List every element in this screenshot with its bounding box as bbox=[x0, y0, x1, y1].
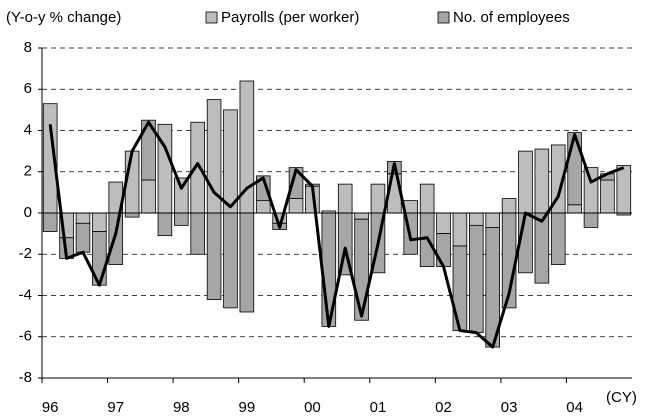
x-tick-label: 98 bbox=[173, 399, 190, 416]
legend-swatch bbox=[205, 11, 218, 24]
bar-segment bbox=[419, 183, 435, 214]
legend-label: Payrolls (per worker) bbox=[221, 9, 359, 26]
y-tick-label: 2 bbox=[24, 163, 32, 180]
bar-segment bbox=[550, 212, 566, 265]
bar-segment bbox=[436, 212, 451, 235]
x-tick-label: 97 bbox=[107, 399, 124, 416]
x-tick-label: 96 bbox=[42, 399, 59, 416]
total-line bbox=[48, 120, 625, 349]
bar-segment bbox=[354, 218, 369, 321]
bar-segment bbox=[469, 212, 484, 226]
bar-segment bbox=[436, 233, 451, 268]
bar-segment bbox=[583, 212, 599, 228]
x-tick-label: 99 bbox=[239, 399, 256, 416]
bar-segment bbox=[288, 198, 304, 214]
bar-segment bbox=[337, 183, 353, 214]
x-tick-label: 04 bbox=[566, 399, 583, 416]
bar-segment bbox=[223, 109, 238, 214]
bar-segment bbox=[452, 245, 468, 331]
bar-segment bbox=[567, 132, 582, 206]
bar-segment bbox=[370, 183, 386, 214]
bar-segment bbox=[583, 167, 599, 214]
bar-segment bbox=[255, 200, 271, 214]
bar-segment bbox=[616, 165, 632, 214]
bar-segment bbox=[255, 175, 271, 202]
bar-segment bbox=[501, 198, 517, 214]
x-tick-label: 03 bbox=[501, 399, 518, 416]
bar-segment bbox=[206, 212, 222, 301]
legend-label: No. of employees bbox=[453, 9, 570, 26]
bar-segment bbox=[288, 167, 304, 199]
bar-segment bbox=[141, 179, 156, 214]
y-tick-label: -8 bbox=[19, 369, 32, 386]
x-tick-label: 00 bbox=[304, 399, 321, 416]
legend-swatch bbox=[437, 11, 450, 24]
bar-segment bbox=[75, 212, 91, 224]
bar-segment bbox=[518, 150, 533, 214]
bar-segment bbox=[223, 212, 238, 309]
bar-segment bbox=[157, 212, 173, 237]
bar-segment bbox=[600, 179, 615, 214]
bar-segment bbox=[141, 119, 156, 181]
y-tick-label: 0 bbox=[24, 204, 32, 221]
y-tick-label: 8 bbox=[24, 39, 32, 56]
bar-segment bbox=[485, 212, 500, 228]
bar-segment bbox=[124, 212, 140, 218]
bar-segment bbox=[174, 212, 189, 226]
bar-segment bbox=[452, 212, 468, 247]
bar-segment bbox=[190, 121, 205, 214]
y-tick-label: -6 bbox=[19, 328, 32, 345]
bar-segment bbox=[534, 148, 550, 214]
bar-segment bbox=[567, 204, 582, 214]
bar-segment bbox=[190, 212, 205, 255]
y-tick-label: -2 bbox=[19, 245, 32, 262]
bar-segment bbox=[469, 224, 484, 334]
y-tick-label: 6 bbox=[24, 80, 32, 97]
x-axis-unit: (CY) bbox=[606, 389, 637, 406]
bar-segment bbox=[75, 222, 91, 253]
y-tick-label: 4 bbox=[24, 121, 32, 138]
y-axis-label: (Y-o-y % change) bbox=[6, 9, 121, 26]
bar-segment bbox=[354, 212, 369, 220]
bar-segment bbox=[534, 212, 550, 284]
bar-segment bbox=[108, 212, 124, 265]
bar-segment bbox=[42, 212, 58, 232]
bar-segment bbox=[92, 212, 107, 232]
x-tick-label: 02 bbox=[435, 399, 452, 416]
x-tick-label: 01 bbox=[370, 399, 387, 416]
y-tick-label: -4 bbox=[19, 286, 32, 303]
bar-segment bbox=[239, 212, 255, 313]
